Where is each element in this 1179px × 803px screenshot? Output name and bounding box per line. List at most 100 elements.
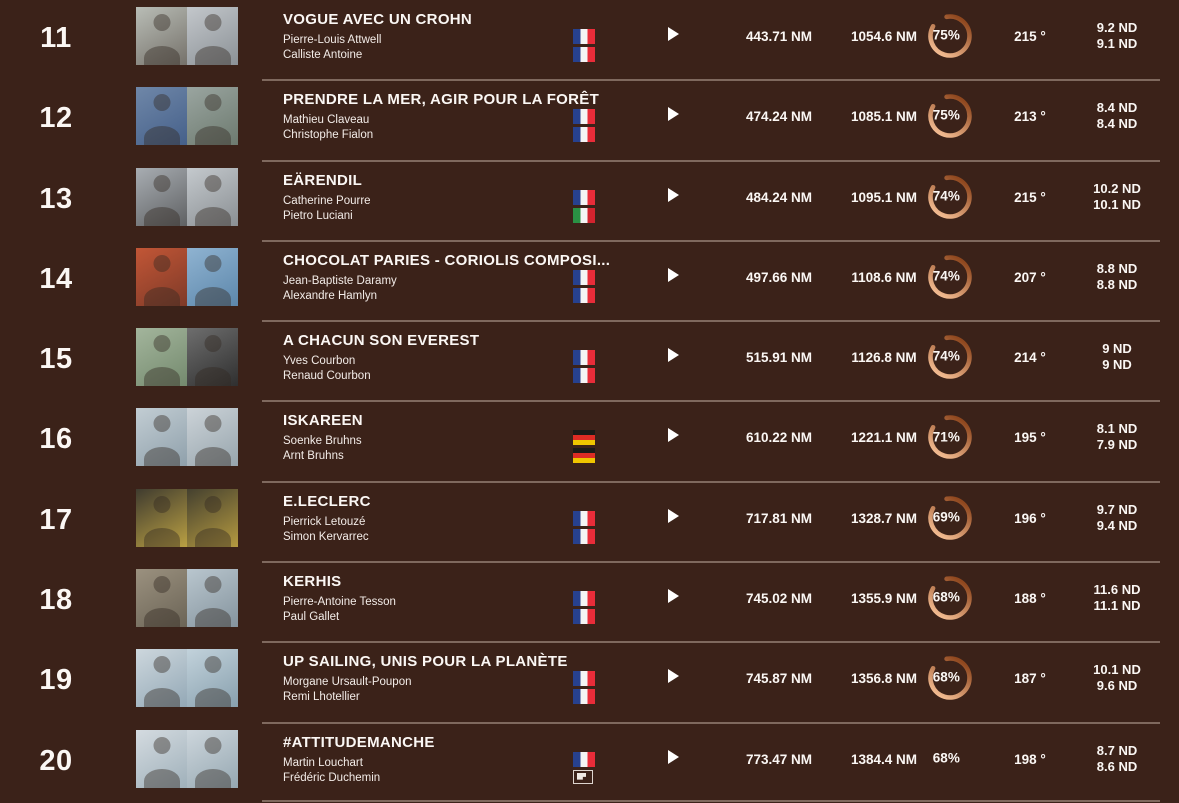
rank-number: 15 [39,343,73,376]
flag-icon [573,127,595,143]
progress-indicator: 74% [927,334,973,380]
play-button[interactable] [664,104,684,126]
heading-value: 207 ° [1014,269,1046,285]
distance-value-1: 745.87 NM [745,671,813,687]
ranking-row[interactable]: 20 #ATTITUDEMANCHE Martin Louchart Frédé… [0,721,1179,803]
skipper-name-1: Pierrick Letouzé [283,515,366,528]
skipper-name-2: Paul Gallet [283,611,340,624]
flag-icon [573,269,595,285]
ranking-row[interactable]: 19 UP SAILING, UNIS POUR LA PLANÈTE Morg… [0,641,1179,722]
skipper-photos [136,247,238,306]
skipper-photos [136,87,238,146]
skipper-name-2: Renaud Courbon [283,370,371,383]
speed-values: 8.1 ND 7.9 ND [1076,421,1158,453]
boat-name: E.LECLERC [283,492,371,510]
play-button[interactable] [664,345,684,367]
flag-icon [573,368,595,384]
speed-value-2: 8.8 ND [1096,276,1138,292]
distance-value-2: 1221.1 NM [850,430,918,446]
ranking-row[interactable]: 16 ISKAREEN Soenke Bruhns Arnt Bruhns 61… [0,400,1179,481]
skipper-name-2: Calliste Antoine [283,49,363,61]
skipper-name-2: Frédéric Duchemin [283,771,381,784]
distance-value-1: 484.24 NM [745,189,813,205]
progress-arc-icon [928,495,972,540]
speed-value-1: 10.2 ND [1093,180,1141,196]
skipper-photo [136,649,187,708]
speed-value-1: 8.7 ND [1096,742,1138,758]
rank-number: 19 [39,664,73,697]
speed-value-1: 8.8 ND [1096,260,1138,276]
nationality-flags [573,510,595,547]
flag-icon [573,350,595,366]
speed-value-1: 8.1 ND [1096,421,1138,437]
progress-value: 69% [932,509,960,525]
speed-value-1: 8.4 ND [1096,100,1138,116]
progress-value: 74% [932,268,960,284]
speed-values: 9 ND 9 ND [1076,341,1158,373]
nationality-flags [573,350,595,386]
ranking-row[interactable]: 14 CHOCOLAT PARIES - CORIOLIS COMPOSI...… [0,239,1179,321]
ranking-row[interactable]: 13 EÄRENDIL Catherine Pourre Pietro Luci… [0,159,1179,241]
ranking-row[interactable]: 18 KERHIS Pierre-Antoine Tesson Paul Gal… [0,561,1179,642]
flag-icon [573,430,595,446]
ranking-row[interactable]: 15 A CHACUN SON EVEREST Yves Courbon Ren… [0,320,1179,401]
speed-value-2: 9.1 ND [1096,36,1138,51]
play-button[interactable] [664,666,684,688]
play-icon [668,749,679,764]
speed-value-2: 9 ND [1102,357,1132,373]
skipper-photo [136,569,187,628]
ranking-row[interactable]: 12 PRENDRE LA MER, AGIR POUR LA FORÊT Ma… [0,79,1179,160]
play-button[interactable] [664,185,684,207]
skipper-name-1: Mathieu Claveau [283,114,370,127]
distance-value-2: 1384.4 NM [850,751,918,767]
distance-value-1: 773.47 NM [745,751,813,767]
speed-value-2: 9.6 ND [1096,678,1138,694]
flag-icon [573,448,595,464]
play-icon [668,589,679,604]
skipper-photo [187,488,238,547]
play-button[interactable] [664,747,684,769]
rank-number: 20 [39,744,73,777]
play-button[interactable] [664,506,684,528]
play-icon [668,27,679,41]
boat-name: PRENDRE LA MER, AGIR POUR LA FORÊT [283,91,600,109]
skipper-photos [136,649,238,708]
boat-name: CHOCOLAT PARIES - CORIOLIS COMPOSI... [283,251,611,269]
heading-value: 198 ° [1014,751,1046,767]
skipper-name-1: Yves Courbon [283,355,356,368]
progress-indicator: 71% [927,414,973,460]
play-button[interactable] [664,586,684,608]
play-icon [668,508,679,523]
ranking-row[interactable]: 11 VOGUE AVEC UN CROHN Pierre-Louis Attw… [0,0,1179,80]
speed-values: 8.8 ND 8.8 ND [1076,261,1158,293]
progress-indicator: 68% [927,575,973,621]
progress-value: 68% [932,589,960,605]
speed-value-1: 10.1 ND [1093,662,1141,678]
play-button[interactable] [664,24,684,46]
progress-arc-icon [928,415,972,460]
skipper-name-1: Martin Louchart [283,756,363,769]
speed-value-1: 9.2 ND [1096,20,1138,35]
skipper-photo [136,7,187,65]
rank-number: 13 [39,182,73,215]
heading-value: 214 ° [1014,350,1046,366]
play-icon [668,669,679,684]
speed-value-2: 7.9 ND [1096,437,1138,453]
skipper-name-1: Jean-Baptiste Daramy [283,274,397,287]
progress-indicator: 68% [927,655,973,701]
flag-icon [573,591,595,607]
skipper-photos [136,167,238,226]
flag-icon [573,207,595,223]
skipper-photos [136,488,238,547]
play-icon [668,187,679,202]
skipper-name-2: Christophe Fialon [283,129,374,142]
boat-name: ISKAREEN [283,412,363,430]
play-button[interactable] [664,265,684,287]
flag-icon [573,528,595,544]
ranking-row[interactable]: 17 E.LECLERC Pierrick Letouzé Simon Kerv… [0,480,1179,562]
team-info: VOGUE AVEC UN CROHN Pierre-Louis Attwell… [283,11,583,63]
flag-icon [573,109,595,125]
progress-indicator: 75% [927,93,973,139]
team-info: #ATTITUDEMANCHE Martin Louchart Frédéric… [283,734,583,786]
play-button[interactable] [664,425,684,447]
